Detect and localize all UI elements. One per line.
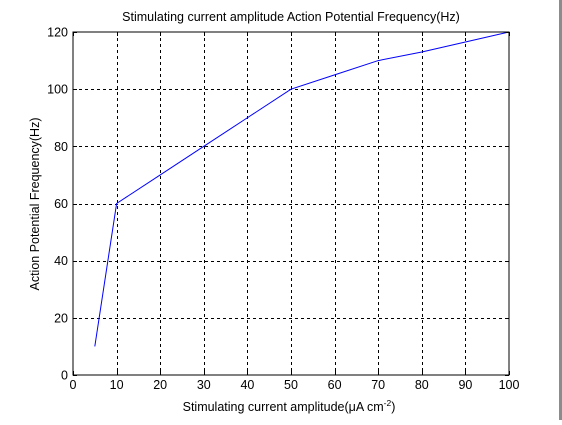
x-tick-label: 0: [70, 378, 77, 392]
tick-layer: [73, 32, 510, 376]
series-point: [203, 146, 204, 147]
x-tick-label: 100: [499, 378, 520, 392]
y-tick-label: 20: [54, 311, 68, 325]
x-axis-label: Stimulating current amplitude(μA cm-2): [183, 398, 396, 414]
series-line: [94, 31, 510, 347]
series-point: [465, 41, 466, 42]
x-tick-label: 20: [153, 378, 167, 392]
y-tick-label: 0: [61, 369, 68, 383]
series-point: [334, 74, 335, 75]
y-tick-labels: 0 20 40 60 80 100 120: [47, 26, 68, 383]
chart-title: Stimulating current amplitude Action Pot…: [122, 10, 460, 24]
series-point: [247, 117, 248, 118]
y-tick-label: 60: [54, 197, 68, 211]
series-layer: [94, 31, 510, 347]
series-point: [94, 346, 95, 347]
grid-layer: [73, 32, 509, 375]
x-tick-label: 90: [458, 378, 472, 392]
x-axis-label-suffix: ): [391, 400, 395, 414]
y-tick-label: 120: [47, 26, 68, 40]
series-point: [160, 174, 161, 175]
y-tick-label: 80: [54, 140, 68, 154]
x-tick-label: 10: [110, 378, 124, 392]
x-tick-label: 30: [197, 378, 211, 392]
plot-frame: [72, 31, 510, 376]
y-tick-label: 100: [47, 83, 68, 97]
series-point: [116, 203, 117, 204]
x-axis-label-main: Stimulating current amplitude(μA cm: [183, 400, 384, 414]
window-edge: [559, 0, 562, 420]
x-tick-labels: 0 10 20 30 40 50 60 70 80 90 100: [70, 378, 520, 392]
series-point: [290, 89, 291, 90]
y-axis-label: Action Potential Frequency(Hz): [28, 118, 42, 291]
series-point: [378, 60, 379, 61]
x-tick-label: 60: [328, 378, 342, 392]
x-tick-label: 70: [371, 378, 385, 392]
series-point: [421, 51, 422, 52]
x-tick-label: 80: [415, 378, 429, 392]
y-tick-label: 40: [54, 254, 68, 268]
x-tick-label: 50: [284, 378, 298, 392]
x-tick-label: 40: [240, 378, 254, 392]
x-axis-label-superscript: -2: [384, 398, 392, 408]
